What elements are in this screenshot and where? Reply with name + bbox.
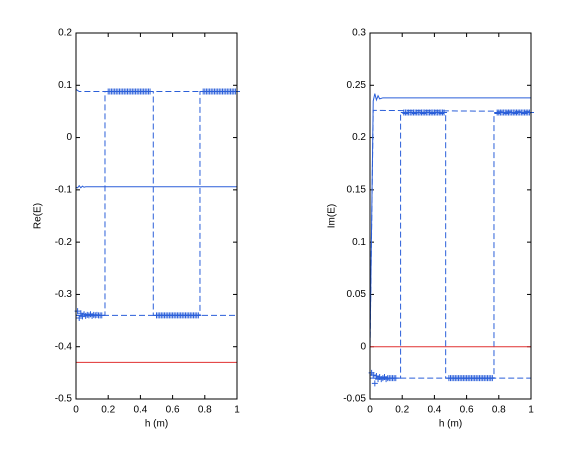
x-tick-label: 0 (367, 405, 373, 416)
plus-marker (441, 109, 448, 116)
y-axis-label: Re(E) (33, 203, 44, 229)
plus-marker (489, 375, 496, 382)
y-tick-label: -0.5 (55, 394, 73, 405)
series-line (75, 184, 237, 189)
plus-marker (147, 88, 154, 95)
x-tick-label: 0.8 (492, 405, 506, 416)
y-tick-label: -0.3 (55, 289, 73, 300)
y-tick-label: 0.2 (352, 132, 366, 143)
y-tick-label: 0.05 (347, 289, 367, 300)
y-tick-label: 0.3 (352, 28, 366, 39)
plus-marker (76, 314, 83, 321)
x-tick-label: 0.8 (198, 405, 212, 416)
y-tick-label: 0.2 (58, 28, 72, 39)
plus-marker (392, 375, 399, 382)
x-axis-label: h (m) (439, 419, 462, 430)
x-tick-label: 0.4 (427, 405, 441, 416)
x-tick-label: 0.2 (101, 405, 115, 416)
x-tick-label: 0.4 (133, 405, 147, 416)
y-tick-label: 0 (66, 132, 72, 143)
y-tick-label: 0.15 (347, 184, 367, 195)
x-tick-label: 0.6 (166, 405, 180, 416)
plus-marker (77, 310, 84, 317)
series-line (369, 93, 531, 347)
series-line (75, 89, 237, 93)
series-line (370, 113, 531, 379)
y-tick-label: -0.2 (55, 237, 73, 248)
plus-marker (371, 380, 378, 387)
y-tick-label: 0.1 (58, 80, 72, 91)
y-tick-label: 0.25 (347, 80, 367, 91)
x-tick-label: 0.2 (395, 405, 409, 416)
y-tick-label: -0.05 (343, 394, 366, 405)
x-axis-label: h (m) (145, 419, 168, 430)
y-tick-label: 0.1 (352, 237, 366, 248)
x-tick-label: 1 (528, 405, 534, 416)
y-tick-label: 0 (360, 341, 366, 352)
axes-box (369, 32, 532, 400)
x-tick-label: 0 (73, 405, 79, 416)
y-tick-label: -0.1 (55, 184, 73, 195)
series-line (76, 91, 237, 316)
plus-marker (370, 371, 377, 378)
x-tick-label: 0.6 (460, 405, 474, 416)
plus-marker (373, 372, 380, 379)
plus-marker (195, 312, 202, 319)
plus-marker (98, 312, 105, 319)
x-tick-label: 1 (234, 405, 240, 416)
y-tick-label: -0.4 (55, 341, 73, 352)
y-axis-label: Im(E) (327, 204, 338, 228)
series-line (369, 109, 532, 347)
axes-box (75, 32, 238, 400)
